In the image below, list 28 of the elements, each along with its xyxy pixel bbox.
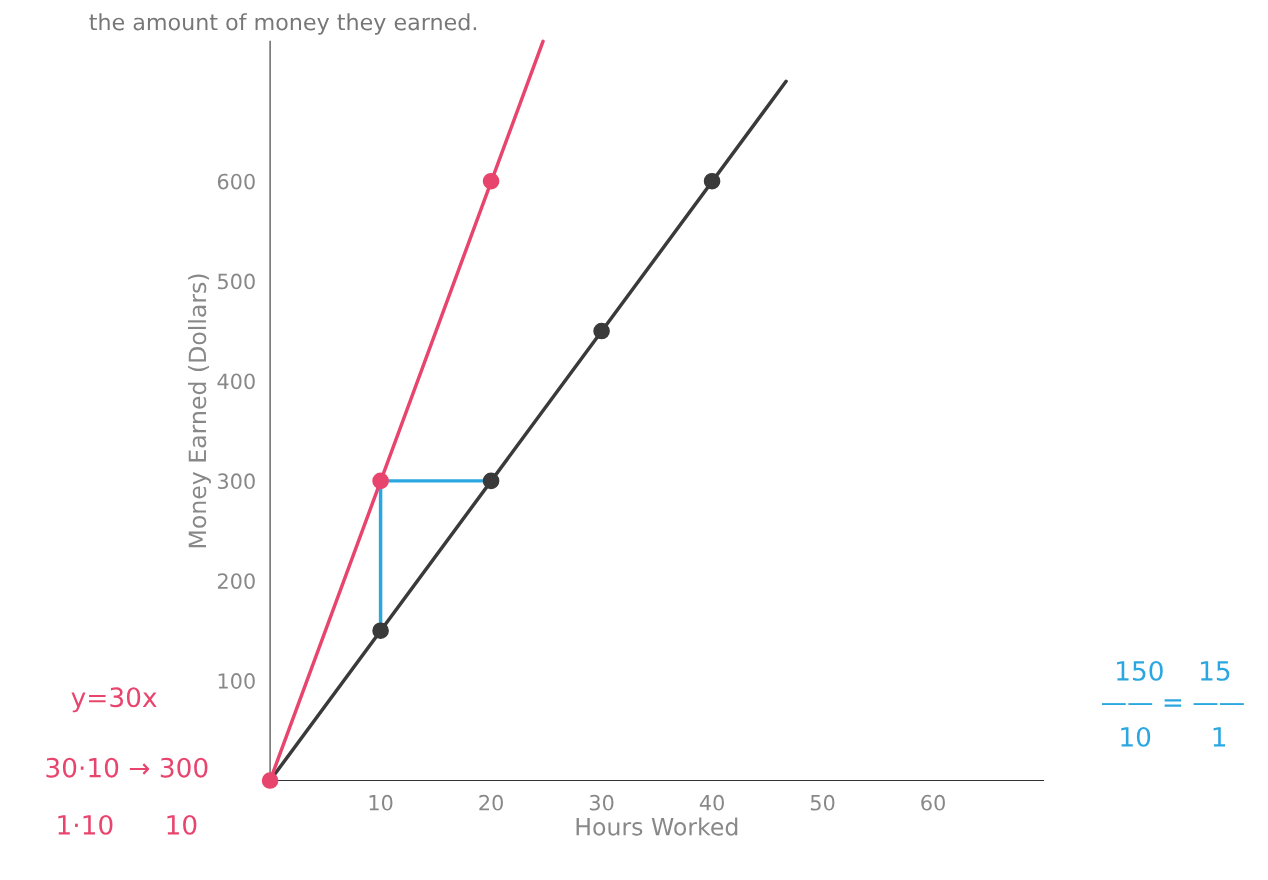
y-tick-label: 200 <box>217 573 255 589</box>
x-tick-label: 30 <box>589 794 614 811</box>
text: 150 15 <box>1117 660 1230 681</box>
x-tick-label: 20 <box>479 794 503 811</box>
point <box>372 472 389 490</box>
text: —— = —— <box>1101 699 1244 707</box>
point <box>261 772 279 789</box>
x-axis-title: Hours Worked <box>576 817 738 836</box>
text: 1·10 10 <box>58 814 197 835</box>
y-axis-title: Money Earned (Dollars) <box>188 274 211 548</box>
y-tick-label: 100 <box>218 673 255 689</box>
point <box>703 172 721 190</box>
text: 10 1 <box>1121 726 1226 747</box>
point <box>482 172 500 190</box>
point <box>372 622 389 640</box>
y-tick-label: 400 <box>217 373 255 390</box>
point <box>593 322 610 340</box>
chart-title: the amount of money they earned. <box>89 13 477 35</box>
point <box>482 472 500 490</box>
x-tick-label: 60 <box>921 794 945 811</box>
y-tick-label: 300 <box>218 473 255 490</box>
x-tick-label: 50 <box>810 794 835 811</box>
text: y=30x <box>71 687 157 713</box>
text: 30·10 → 300 <box>46 757 208 778</box>
x-tick-label: 40 <box>699 794 724 811</box>
x-tick-label: 10 <box>369 794 393 811</box>
y-tick-label: 500 <box>218 273 255 290</box>
y-tick-label: 600 <box>217 173 255 190</box>
